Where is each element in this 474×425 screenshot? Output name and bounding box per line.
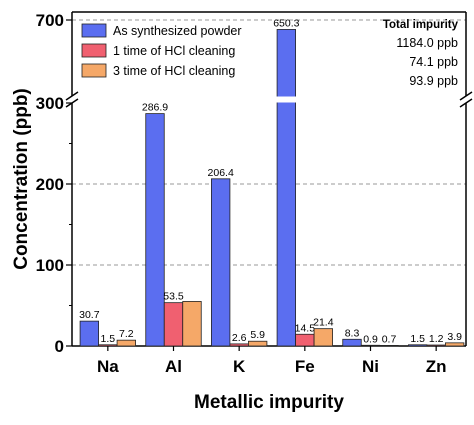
data-label: 650.3 [273,17,299,29]
x-tick-label: Fe [295,357,315,376]
legend-label: 3 time of HCl cleaning [113,64,235,78]
bar-al-series-3 [182,301,202,347]
total-impurity-value: 93.9 ppb [409,74,458,88]
total-impurity-title: Total impurity [383,19,459,31]
data-label: 286.9 [142,102,168,114]
legend-label: As synthesized powder [113,24,242,38]
x-tick-label: Na [97,357,119,376]
data-label: 1.5 [410,333,425,345]
y-tick-label: 700 [36,11,64,30]
axis-break-gap [275,96,298,103]
total-impurity-value: 74.1 ppb [409,55,458,69]
y-tick-label: 100 [36,256,64,275]
data-label: 8.3 [345,327,360,339]
bar-zn-series-2 [426,344,446,347]
data-label: 2.6 [232,332,247,344]
bar-k-series-3 [248,340,268,347]
axis-break-gap-right [458,96,474,103]
data-label: 21.4 [313,317,334,329]
data-label: 3.9 [447,331,462,343]
axis-break-mark [459,98,473,108]
legend-swatch [81,63,107,78]
bar-ni-series-1 [342,338,362,347]
data-label: 53.5 [163,291,184,303]
bar-fe-series-2 [295,333,315,347]
axis-break-mark [459,91,473,101]
bar-zn-series-3 [445,342,465,347]
y-tick-label: 300 [36,94,64,113]
total-impurity-value: 1184.0 ppb [396,36,458,50]
bar-na-series-2 [98,344,118,347]
x-tick-label: Ni [362,357,379,376]
axis-break-mark [65,91,79,101]
data-label: 1.2 [429,333,444,345]
data-label: 7.2 [119,328,134,340]
legend-swatch [81,23,107,38]
data-label: 30.7 [79,309,100,321]
bar-al-series-2 [163,302,184,347]
legend-label: 1 time of HCl cleaning [113,44,235,58]
bar-na-series-1 [79,320,99,347]
legend-swatch [81,43,107,58]
axis-break-gap-left [64,96,80,103]
bar-al-series-1 [145,113,165,347]
bar-zn-series-1 [408,344,428,347]
data-label: 5.9 [250,329,265,341]
x-axis-title: Metallic impurity [194,392,344,413]
data-label: 206.4 [208,167,234,179]
bar-fe-series-3 [313,328,333,347]
bar-ni-series-2 [360,344,381,347]
x-tick-label: Al [165,357,182,376]
y-tick-label: 200 [36,175,64,194]
x-tick-label: Zn [426,357,447,376]
bar-k-series-1 [211,178,231,347]
bar-ni-series-3 [379,345,399,347]
x-tick-label: K [233,357,246,376]
bar-fe-series-1 [276,29,296,347]
data-label: 0.7 [382,333,397,345]
bar-k-series-2 [229,343,249,347]
data-label: 0.9 [363,333,378,345]
y-tick-label: 0 [55,337,64,356]
data-label: 1.5 [101,333,116,345]
y-axis-title: Concentration (ppb) [11,88,32,270]
bar-na-series-3 [116,339,136,347]
data-label: 14.5 [295,322,316,334]
